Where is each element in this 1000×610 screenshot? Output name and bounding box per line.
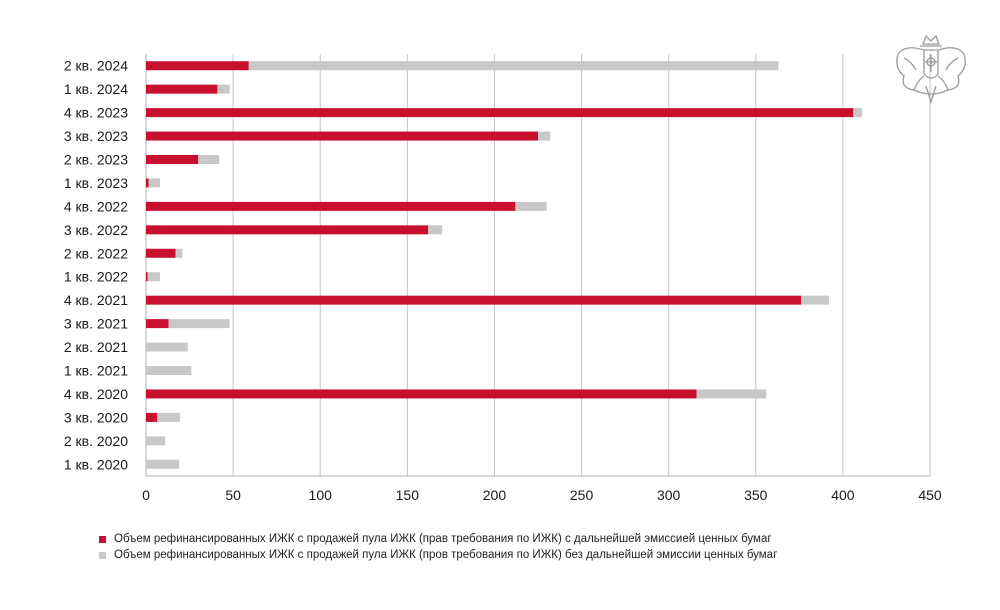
y-tick-label: 2 кв. 2021 [64, 339, 128, 355]
x-tick-label: 300 [657, 487, 681, 503]
bar-series-1 [146, 225, 429, 235]
x-tick-label: 400 [831, 487, 855, 503]
bar-series-2 [146, 436, 166, 446]
legend-item-2: Объем рефинансированных ИЖК с продажей п… [99, 547, 777, 563]
x-tick-label: 0 [142, 487, 150, 503]
legend-swatch-1 [99, 535, 106, 543]
x-tick-label: 150 [396, 487, 420, 503]
y-tick-label: 1 кв. 2021 [64, 363, 128, 379]
x-tick-label: 350 [744, 487, 768, 503]
bar-series-2 [146, 459, 180, 469]
y-tick-label: 3 кв. 2021 [64, 316, 128, 332]
bar-series-2 [148, 178, 160, 188]
y-tick-label: 1 кв. 2024 [64, 81, 128, 97]
bar-series-1 [146, 201, 516, 211]
bar-series-2 [853, 108, 863, 118]
bar-series-2 [198, 155, 220, 164]
y-tick-label: 3 кв. 2020 [64, 409, 128, 425]
y-tick-label: 2 кв. 2023 [64, 152, 128, 168]
legend-label-1: Объем рефинансированных ИЖК с продажей п… [114, 533, 772, 545]
y-tick-label: 2 кв. 2022 [64, 245, 128, 261]
bars [146, 61, 863, 469]
bar-series-1 [146, 131, 538, 141]
bar-series-2 [168, 319, 230, 329]
y-tick-label: 4 кв. 2022 [64, 198, 128, 214]
bar-series-2 [175, 248, 183, 258]
y-tick-label: 3 кв. 2023 [64, 128, 128, 144]
bar-series-2 [217, 84, 230, 94]
x-tick-label: 50 [225, 487, 241, 503]
bar-series-1 [146, 108, 854, 118]
y-tick-label: 1 кв. 2022 [64, 269, 128, 285]
bar-series-1 [146, 248, 176, 258]
y-axis-labels: 2 кв. 2024 1 кв. 2024 4 кв. 2023 3 кв. 2023… [64, 58, 128, 473]
bar-series-2 [146, 366, 192, 375]
legend-swatch-2 [99, 551, 106, 559]
bar-series-2 [428, 225, 443, 235]
bar-series-1 [146, 295, 802, 305]
bar-series-1 [146, 178, 149, 188]
bar-series-1 [146, 84, 218, 94]
y-tick-label: 1 кв. 2023 [64, 175, 128, 191]
bar-series-2 [801, 295, 829, 305]
bar-series-1 [146, 319, 169, 329]
y-tick-label: 3 кв. 2022 [64, 222, 128, 238]
y-tick-label: 4 кв. 2023 [64, 105, 128, 121]
bar-series-1 [146, 389, 697, 399]
x-tick-label: 450 [918, 487, 942, 503]
bar-series-2 [538, 131, 551, 141]
bar-series-2 [248, 61, 779, 71]
x-tick-label: 200 [483, 487, 507, 503]
bar-series-1 [146, 412, 158, 422]
y-tick-label: 4 кв. 2020 [64, 386, 128, 402]
x-tick-label: 250 [570, 487, 594, 503]
y-tick-label: 2 кв. 2024 [64, 58, 128, 74]
bar-series-2 [696, 389, 767, 399]
bar-series-2 [146, 342, 188, 352]
bar-series-2 [515, 201, 547, 211]
y-tick-label: 1 кв. 2020 [64, 456, 128, 472]
bar-series-2 [157, 412, 180, 422]
bar-series-1 [146, 155, 199, 164]
legend-label-2: Объем рефинансированных ИЖК с продажей п… [114, 549, 778, 561]
coat-of-arms-emblem [896, 34, 966, 105]
bar-series-2 [147, 272, 160, 282]
gridlines [145, 54, 931, 476]
x-tick-label: 100 [309, 487, 333, 503]
x-axis-labels: 0 50 100 150 200 250 300 350 400 450 [142, 487, 942, 503]
y-tick-label: 4 кв. 2021 [64, 292, 128, 308]
bar-series-1 [146, 272, 148, 282]
legend: Объем рефинансированных ИЖК с продажей п… [99, 531, 777, 563]
legend-item-1: Объем рефинансированных ИЖК с продажей п… [99, 531, 777, 547]
bar-series-1 [146, 61, 249, 71]
y-tick-label: 2 кв. 2020 [64, 433, 128, 449]
